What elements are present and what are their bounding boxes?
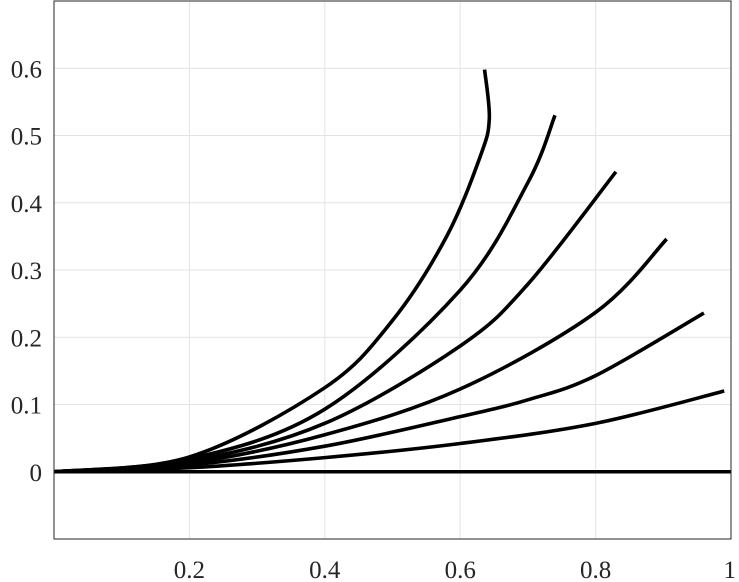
axes-box [53,0,732,540]
y-tick-label: 0.1 [11,393,42,420]
x-tick-label: 0.8 [580,557,611,582]
series-line-2 [53,389,725,474]
series-group [53,69,731,474]
series-line-3 [53,311,705,474]
y-tick-label: 0.4 [11,191,43,218]
grid [54,1,732,539]
series-line-7 [53,69,492,474]
y-axis-ticks: 0 0.1 0.2 0.3 0.4 0.5 0.6 [11,56,43,487]
x-axis-ticks: 0.2 0.4 0.6 0.8 1 [174,557,736,582]
y-tick-label: 0 [30,460,43,487]
x-tick-label: 0.4 [309,557,341,582]
x-tick-label: 0.2 [174,557,205,582]
x-tick-label: 0.6 [445,557,476,582]
y-tick-label: 0.5 [11,124,42,151]
series-line-5 [53,170,618,474]
y-tick-label: 0.3 [11,258,42,285]
y-tick-label: 0.2 [11,325,42,352]
y-tick-label: 0.6 [11,56,42,83]
series-line-6 [53,114,557,474]
x-tick-label: 1 [724,557,737,582]
series-line-4 [53,237,668,474]
